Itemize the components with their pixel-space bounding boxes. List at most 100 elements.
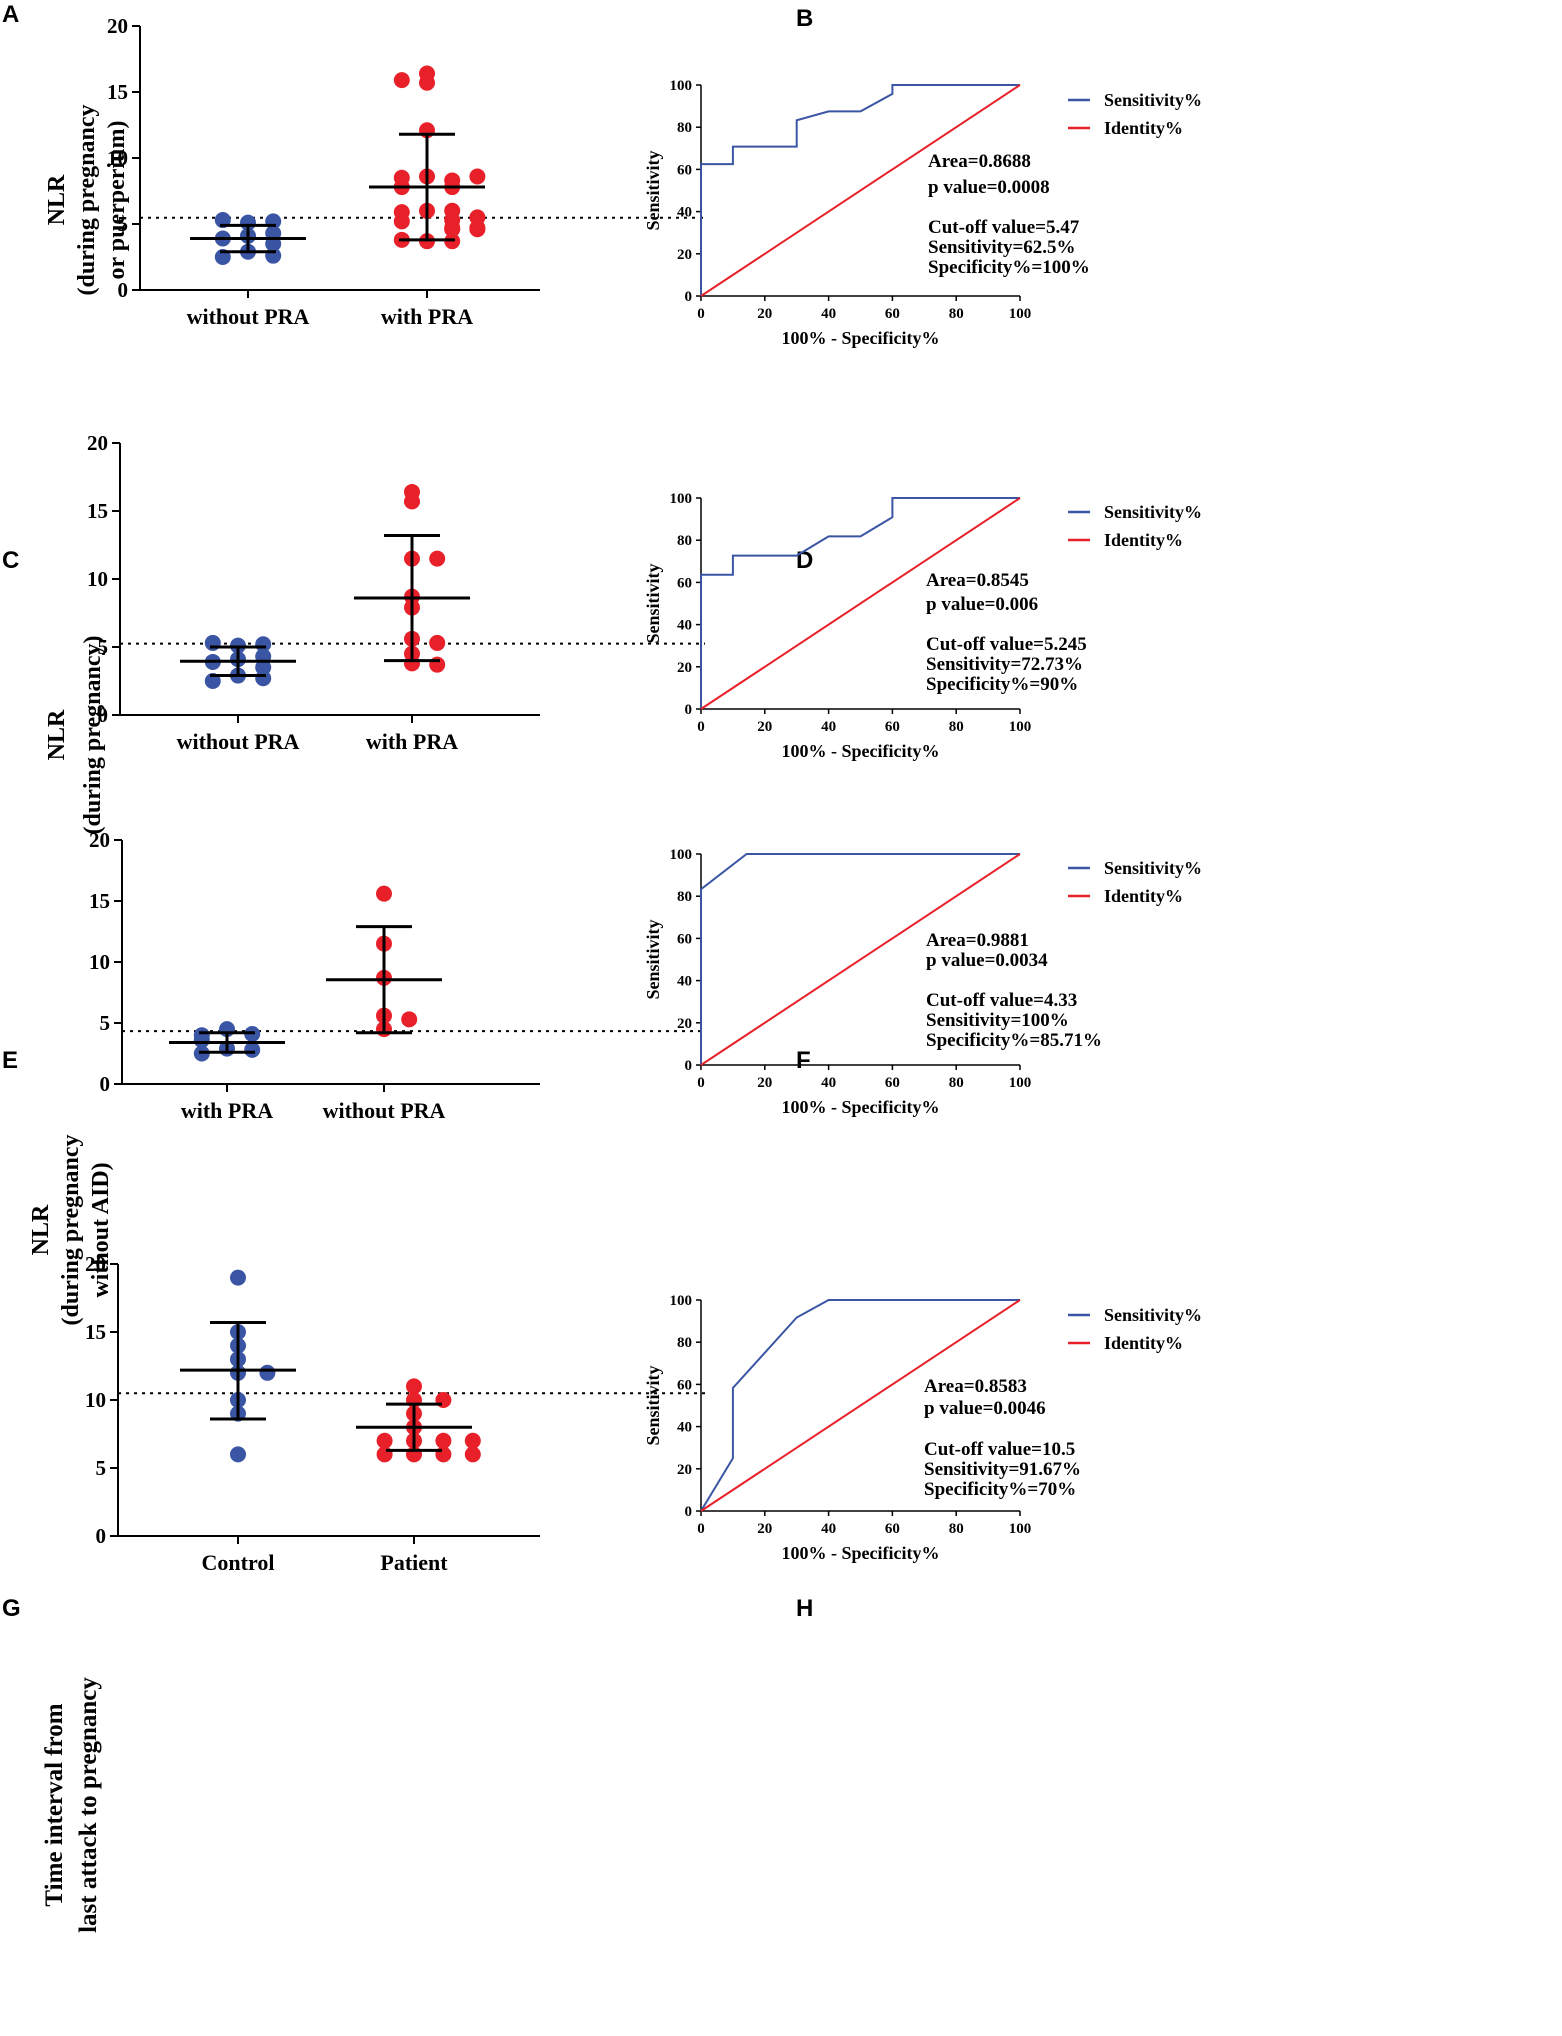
svg-text:(during pregnancy): (during pregnancy) [80,636,106,835]
y-tick-label: 5 [98,635,109,659]
y-tick-label: 15 [89,889,110,913]
x-tick-label: 100 [1009,719,1032,735]
annotation-text: Sensitivity=100% [926,1010,1069,1031]
y-tick-label: 10 [107,146,128,170]
x-tick-label: 0 [697,306,705,322]
svg-text:Time interval from: Time interval from [41,1703,68,1906]
y-tick-label: 60 [677,162,692,178]
ylabel-c: NLR (during pregnancy) [44,636,106,835]
legend-label: Identity% [1104,118,1183,138]
svg-text:or puerperium): or puerperium) [104,121,130,280]
data-point [435,1432,452,1449]
data-point [444,221,461,238]
x-axis-title: 100% - Specificity% [782,1543,940,1563]
legend-label: Sensitivity% [1104,858,1202,878]
annotation-text: Area=0.8688 [928,151,1031,172]
y-axis-title: Sensitivity [643,563,663,643]
data-point [393,213,410,230]
data-point [404,493,420,510]
y-axis-title: Sensitivity [643,150,663,230]
svg-text:without AID): without AID) [88,1162,114,1297]
x-tick-label: 20 [757,306,772,322]
data-point [230,1269,246,1286]
svg-text:(during pregnancy: (during pregnancy [74,105,100,296]
data-point [419,74,435,91]
y-tick-label: 0 [100,1072,111,1096]
ylabel-e: NLR (during pregnancy without AID) [28,1135,114,1326]
y-tick-label: 80 [677,533,692,549]
data-point [464,1432,481,1449]
y-tick-label: 40 [677,205,692,221]
x-tick-label: 40 [821,1521,836,1537]
y-tick-label: 5 [118,212,129,236]
data-point [469,168,486,185]
data-point [204,634,221,651]
y-tick-label: 40 [677,974,692,990]
annotation-text: Cut-off value=5.47 [928,217,1080,238]
y-tick-label: 20 [85,1252,106,1276]
y-tick-label: 100 [670,847,693,863]
annotation-text: Area=0.8545 [926,570,1029,591]
x-axis-title: 100% - Specificity% [782,1097,940,1117]
data-point [435,1392,452,1408]
x-tick-label: without PRA [187,304,310,329]
annotation-text: Cut-off value=4.33 [926,990,1077,1011]
roc-chart-b: 0 20 40 60 80 100 0 20 40 60 80 100 100% - Specifici… [643,78,1202,348]
x-tick-label: 80 [949,306,964,322]
annotation-text: p value=0.0046 [924,1398,1046,1419]
y-tick-label: 0 [685,1504,693,1520]
data-point [376,1432,393,1449]
data-point [193,1032,210,1049]
x-tick-label: with PRA [181,1098,273,1123]
y-tick-label: 60 [677,931,692,947]
x-tick-label: with PRA [381,304,473,329]
y-tick-label: 20 [677,1016,692,1032]
y-tick-label: 40 [677,1420,692,1436]
data-point [435,1446,452,1463]
x-tick-label: without PRA [323,1098,446,1123]
x-tick-label: Patient [380,1550,448,1575]
x-tick-label: 60 [885,1075,900,1091]
annotation-text: p value=0.0034 [926,950,1048,971]
svg-text:NLR: NLR [28,1204,54,1255]
x-tick-label: 20 [757,1075,772,1091]
annotation-text: Sensitivity=91.67% [924,1459,1081,1480]
data-point [255,670,272,687]
annotation-text: Sensitivity=62.5% [928,237,1076,258]
data-point [429,634,446,651]
y-tick-label: 20 [677,1462,692,1478]
y-tick-label: 0 [96,1524,107,1548]
y-tick-label: 60 [677,1377,692,1393]
x-tick-label: 60 [885,306,900,322]
data-point [464,1446,481,1463]
x-tick-label: 20 [757,1521,772,1537]
data-point [376,1446,393,1463]
scatter-chart-a: 0 5 10 15 20 without PRA with PRA [107,14,705,329]
y-tick-label: 15 [85,1320,106,1344]
x-tick-label: 100 [1009,306,1032,322]
y-tick-label: 0 [685,702,693,718]
panel-label-c: C [2,547,19,574]
x-tick-label: 20 [757,719,772,735]
y-tick-label: 40 [677,618,692,634]
roc-chart-f: 0 20 40 60 80 100 0 20 40 60 80 100 100% - Specifici… [643,847,1202,1117]
y-tick-label: 100 [670,1293,693,1309]
panel-label-g: G [2,1595,21,1622]
y-tick-label: 0 [98,703,109,727]
legend-label: Sensitivity% [1104,502,1202,522]
y-tick-label: 10 [87,567,108,591]
x-tick-label: 0 [697,1075,705,1091]
y-tick-label: 60 [677,575,692,591]
panel-label-h: H [796,1595,813,1622]
y-tick-label: 0 [685,289,693,305]
annotation-text: Specificity%=90% [926,674,1078,695]
y-tick-label: 100 [670,491,693,507]
x-axis-title: 100% - Specificity% [782,328,940,348]
annotation-text: Area=0.9881 [926,930,1029,951]
scatter-chart-c: 0 5 10 15 20 without PRA with PRA [87,431,705,754]
y-tick-label: 10 [89,950,110,974]
x-tick-label: 0 [697,719,705,735]
x-tick-label: 80 [949,1075,964,1091]
series-line-sensitivity [700,497,1020,709]
